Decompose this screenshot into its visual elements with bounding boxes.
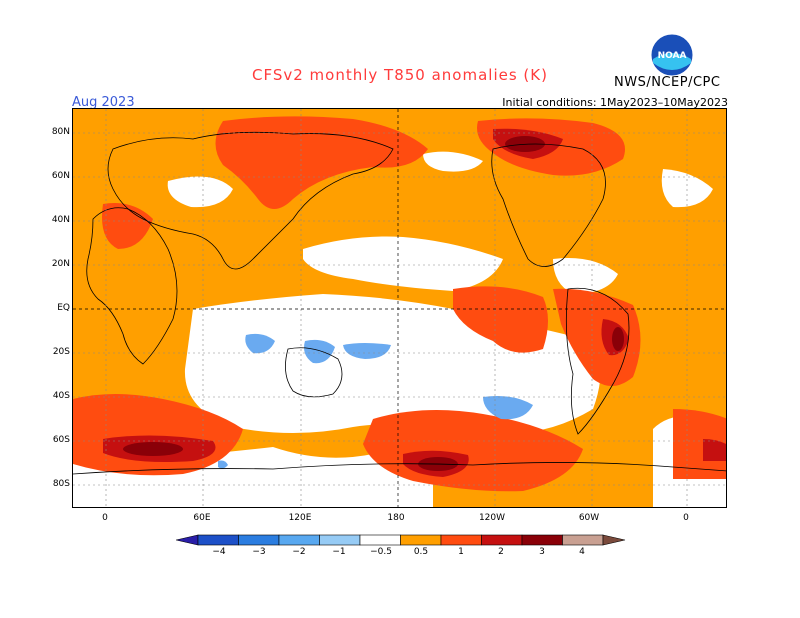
colorbar-label: 1 bbox=[458, 547, 464, 557]
colorbar-segment bbox=[562, 534, 604, 546]
colorbar bbox=[176, 534, 626, 546]
colorbar-segment bbox=[278, 534, 320, 546]
anomaly-map bbox=[72, 108, 727, 508]
lat-label: 80S bbox=[52, 479, 70, 489]
coastlines bbox=[73, 131, 726, 475]
lon-label: 0 bbox=[102, 513, 108, 523]
lon-label: 120E bbox=[288, 513, 312, 523]
colorbar-label: −2 bbox=[292, 547, 306, 557]
colorbar-segment bbox=[400, 534, 442, 546]
cool-anomaly-patches bbox=[218, 333, 533, 469]
lon-label: 60W bbox=[578, 513, 600, 523]
colorbar-label: 3 bbox=[539, 547, 545, 557]
extreme-warm-cores bbox=[123, 136, 624, 471]
colorbar-label: 2 bbox=[498, 547, 504, 557]
colorbar-segment bbox=[197, 534, 239, 546]
lon-label: 120W bbox=[478, 513, 506, 523]
colorbar-segment bbox=[481, 534, 523, 546]
north-america-coastline bbox=[491, 143, 606, 267]
colorbar-segments bbox=[176, 534, 626, 546]
south-america-coastline bbox=[565, 287, 630, 435]
initial-conditions: Initial conditions: 1May2023–10May2023 bbox=[502, 96, 728, 109]
australia-coastline bbox=[285, 347, 343, 398]
noaa-logo-icon: NOAA bbox=[650, 33, 694, 77]
colorbar-label: −3 bbox=[252, 547, 266, 557]
lon-label: 60E bbox=[193, 513, 211, 523]
colorbar-segment bbox=[359, 534, 401, 546]
colorbar-arrow-high bbox=[602, 534, 626, 546]
eurasia-coastline bbox=[107, 131, 394, 270]
lat-label: EQ bbox=[57, 303, 70, 313]
forecast-month: Aug 2023 bbox=[72, 95, 135, 110]
colorbar-label: 0.5 bbox=[413, 547, 429, 557]
lon-label: 0 bbox=[683, 513, 689, 523]
map-title: CFSv2 monthly T850 anomalies (K) bbox=[252, 66, 548, 84]
colorbar-label: −0.5 bbox=[370, 547, 392, 557]
antarctica-coastline bbox=[73, 462, 726, 475]
lon-label: 180 bbox=[387, 513, 405, 523]
agency-label: NWS/NCEP/CPC bbox=[614, 75, 721, 90]
logo-text: NOAA bbox=[658, 51, 687, 61]
colorbar-arrow-low bbox=[176, 534, 199, 546]
lat-label: 20S bbox=[52, 347, 70, 357]
africa-coastline bbox=[86, 207, 178, 365]
lat-label: 40S bbox=[52, 391, 70, 401]
colorbar-label: 4 bbox=[579, 547, 585, 557]
lat-label: 80N bbox=[51, 127, 70, 137]
lat-label: 20N bbox=[51, 259, 70, 269]
colorbar-segment bbox=[440, 534, 482, 546]
lat-label: 40N bbox=[51, 215, 70, 225]
colorbar-label: −1 bbox=[332, 547, 346, 557]
colorbar-segment bbox=[238, 534, 280, 546]
lat-label: 60N bbox=[51, 171, 70, 181]
colorbar-segment bbox=[521, 534, 563, 546]
lat-label: 60S bbox=[52, 435, 70, 445]
equator-dateline bbox=[73, 109, 726, 507]
map-canvas bbox=[73, 109, 726, 507]
colorbar-segment bbox=[319, 534, 361, 546]
colorbar-label: −4 bbox=[212, 547, 226, 557]
